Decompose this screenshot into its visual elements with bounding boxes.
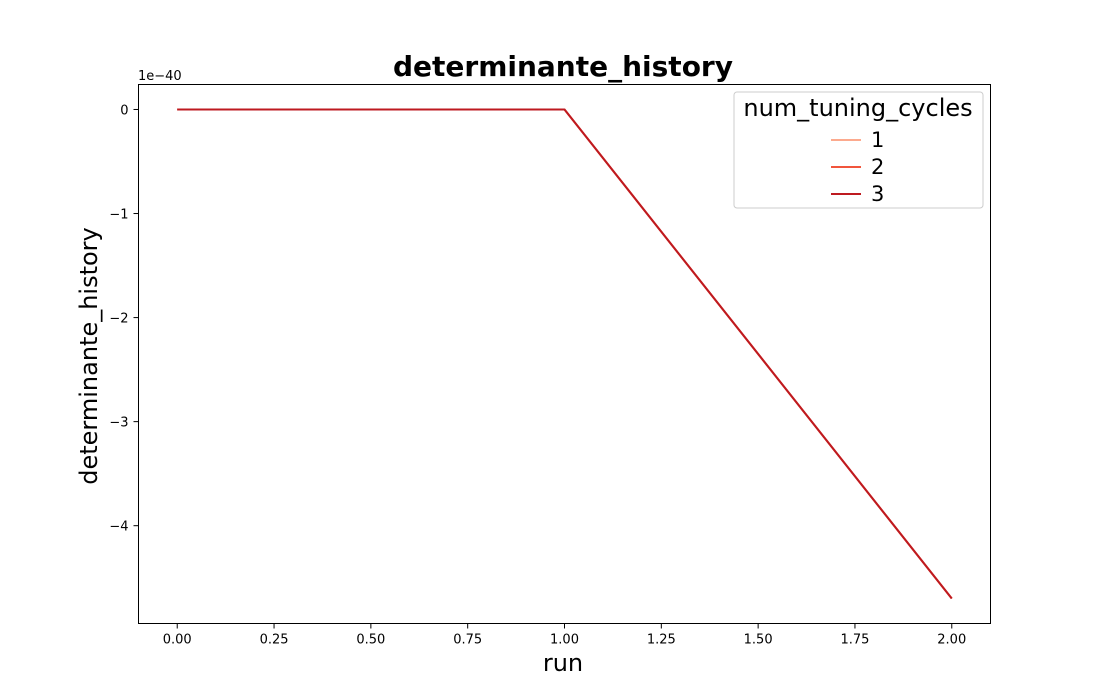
y-axis-ticks: 0 −1 −2 −3 −4 (109, 103, 139, 535)
series-line-3 (177, 108, 953, 600)
x-axis-label: run (543, 649, 583, 677)
chart-title: determinante_history (393, 50, 733, 83)
x-axis-ticks: 0.00 0.25 0.50 0.75 1.00 1.25 1.50 1.75 2.00 (163, 623, 966, 648)
x-tick-label: 2.00 (937, 633, 966, 648)
plot-frame (138, 84, 991, 624)
y-tick-label: −4 (109, 520, 128, 535)
legend-label-2: 2 (871, 155, 884, 179)
y-tick-label: −2 (109, 312, 128, 327)
series-layer (177, 108, 953, 600)
legend: num_tuning_cycles 1 2 3 (733, 91, 984, 209)
y-tick-label: 0 (120, 103, 128, 118)
y-tick-label: −1 (109, 208, 128, 223)
y-offset-label: 1e−40 (138, 69, 182, 84)
x-tick-label: 0.50 (356, 633, 385, 648)
x-tick-label: 0.00 (163, 633, 192, 648)
x-tick-label: 1.25 (647, 633, 676, 648)
legend-label-1: 1 (871, 128, 884, 152)
x-tick-label: 1.00 (550, 633, 579, 648)
y-axis-label: determinante_history (75, 227, 103, 485)
x-tick-label: 0.25 (260, 633, 289, 648)
legend-label-3: 3 (871, 182, 884, 206)
x-tick-label: 0.75 (453, 633, 482, 648)
legend-box (733, 91, 984, 209)
x-tick-label: 1.75 (840, 633, 869, 648)
x-tick-label: 1.50 (744, 633, 773, 648)
y-tick-label: −3 (109, 416, 128, 431)
legend-entries: 1 2 3 (831, 128, 884, 206)
legend-title: num_tuning_cycles (743, 94, 972, 122)
